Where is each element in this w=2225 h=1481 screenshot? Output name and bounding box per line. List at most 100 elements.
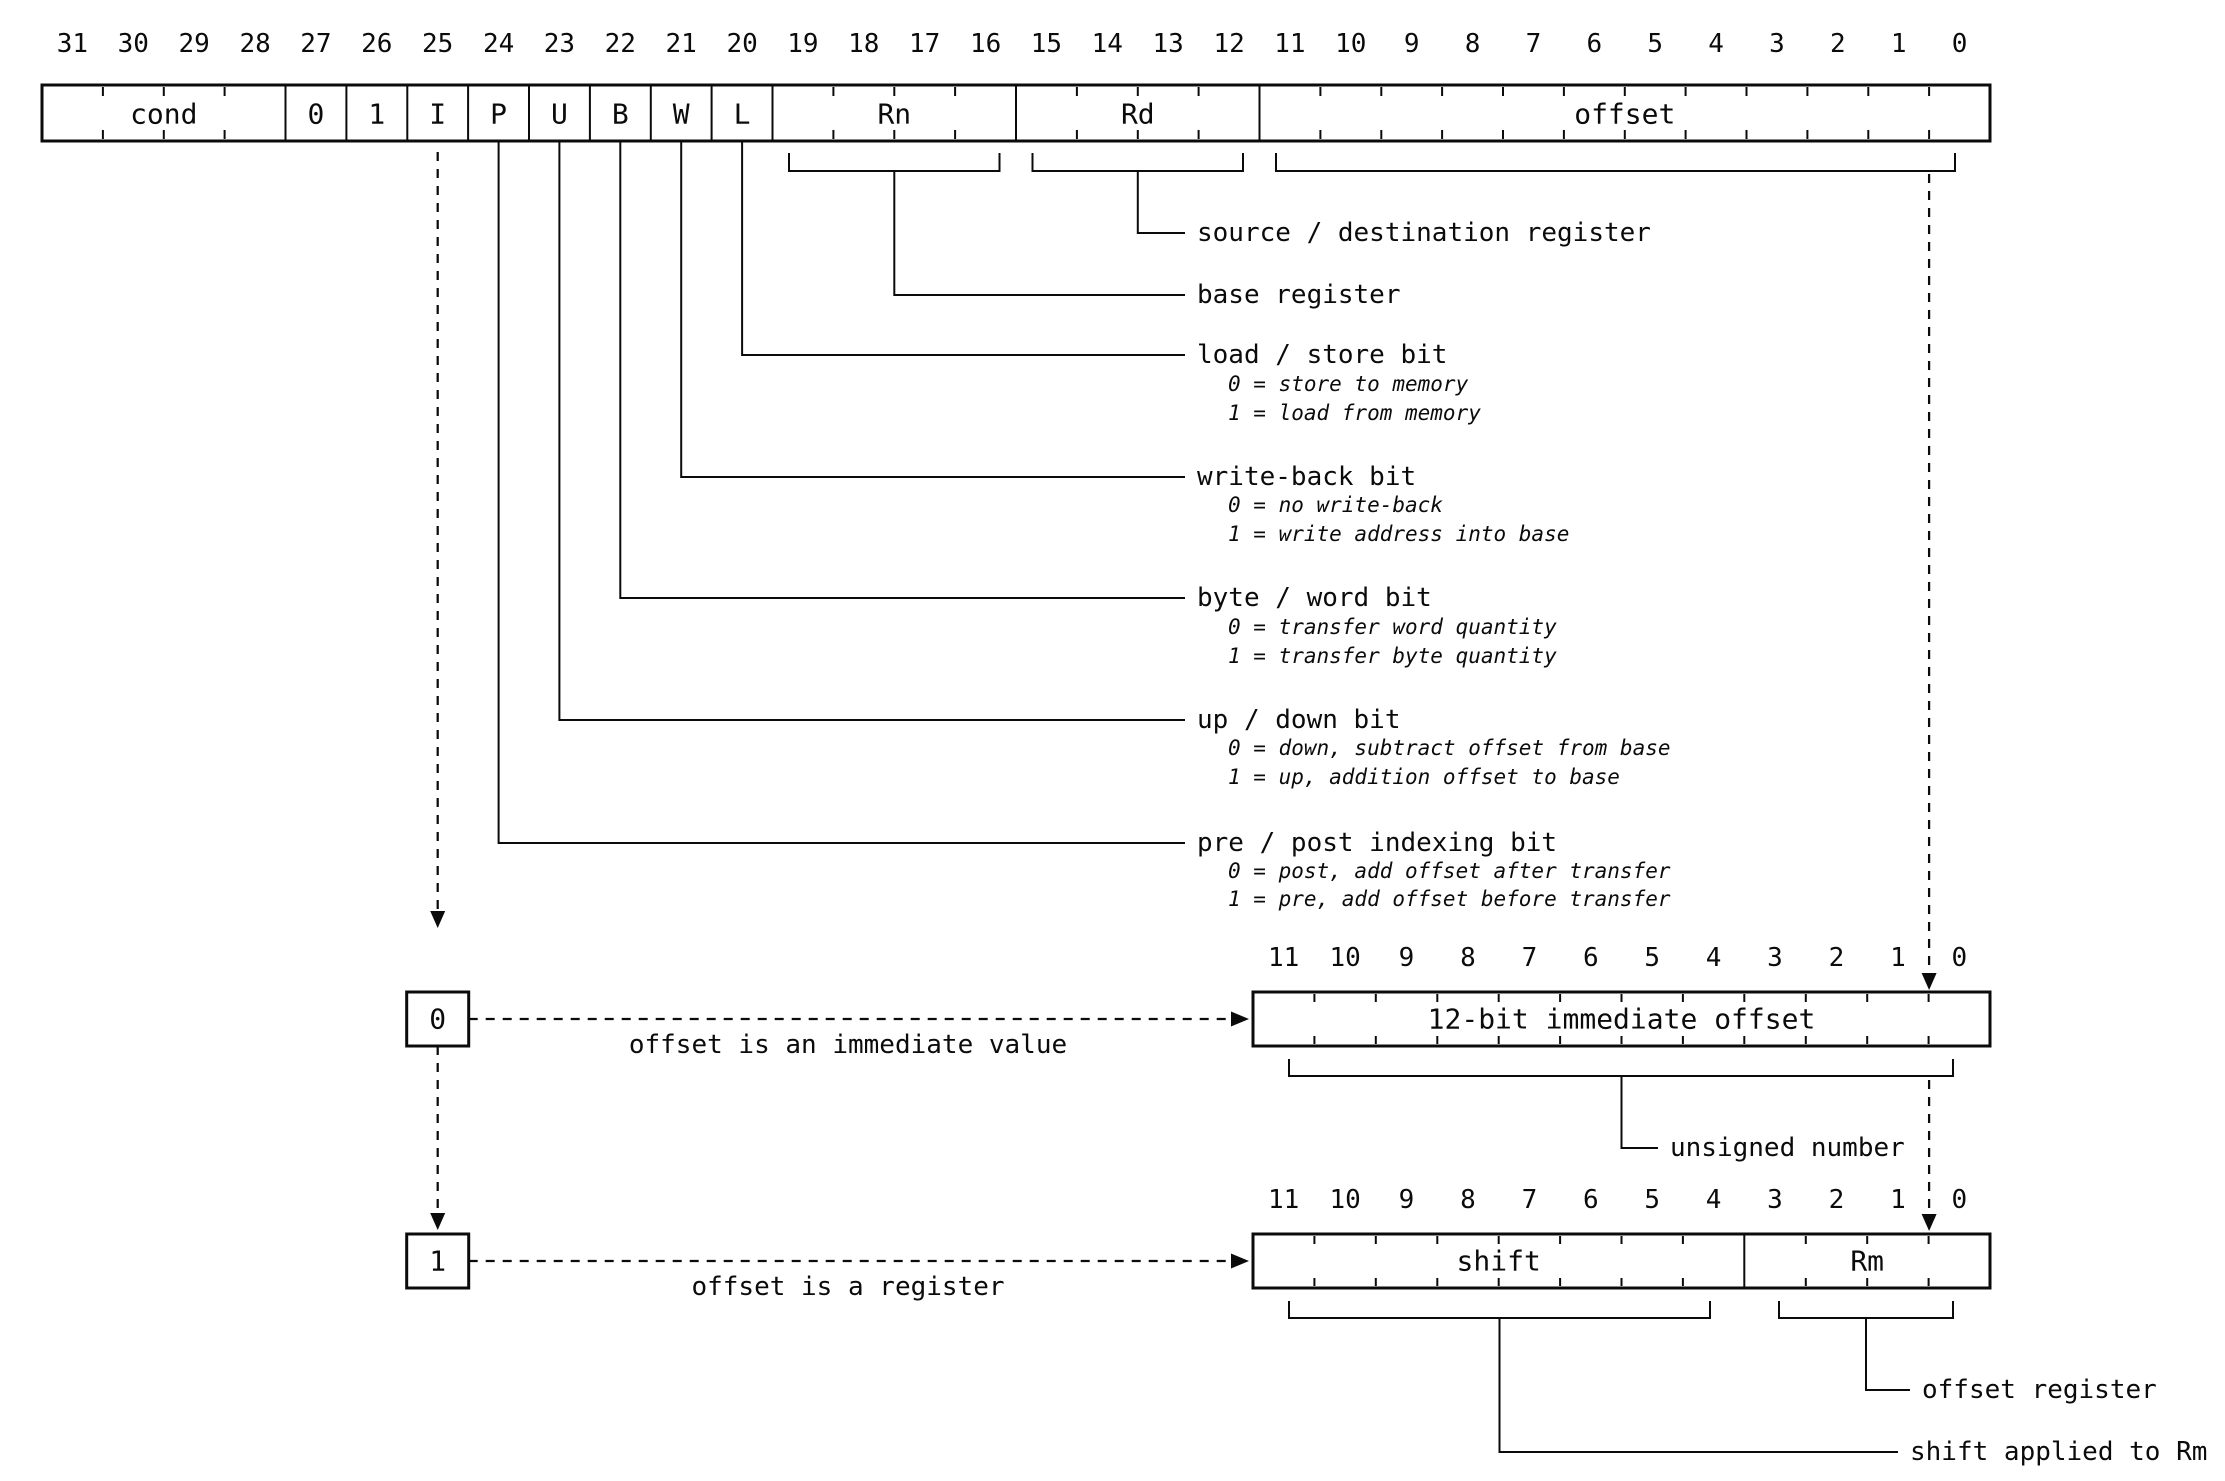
field-p-bit: P xyxy=(490,98,507,131)
u-option-0: 0 = down, subtract offset from base xyxy=(1228,736,1671,760)
top-bit-number: 25 xyxy=(422,29,453,59)
b-annotation-label: byte / word bit xyxy=(1197,583,1432,613)
top-bit-number: 2 xyxy=(1830,29,1846,59)
top-bit-number: 4 xyxy=(1708,29,1724,59)
l-option-1: 1 = load from memory xyxy=(1228,401,1481,425)
selector-1-value: 1 xyxy=(429,1245,446,1278)
field-i-bit: I xyxy=(429,98,446,131)
field-separators xyxy=(284,85,1261,141)
reg-bit-number: 8 xyxy=(1460,1185,1476,1215)
top-bit-number: 17 xyxy=(909,29,940,59)
rd-annotation-label: source / destination register xyxy=(1197,218,1651,248)
top-bit-number: 11 xyxy=(1274,29,1305,59)
u-option-1: 1 = up, addition offset to base xyxy=(1228,765,1620,789)
shift-annotation-label: shift applied to Rm xyxy=(1910,1437,2207,1467)
field-l-bit: L xyxy=(734,98,751,131)
top-bit-number: 1 xyxy=(1891,29,1907,59)
right-arrow-icon xyxy=(1231,1253,1249,1269)
rn-annotation-line xyxy=(893,171,1185,296)
b-option-0: 0 = transfer word quantity xyxy=(1228,615,1557,639)
field-rn: Rn xyxy=(877,98,911,131)
rm-field-label: Rm xyxy=(1850,1245,1884,1278)
immediate-bit-ticks xyxy=(1313,994,1930,1044)
top-bit-number: 6 xyxy=(1586,29,1602,59)
top-bit-number: 9 xyxy=(1404,29,1420,59)
w-annotation-line xyxy=(680,141,1185,478)
reg-bit-number: 3 xyxy=(1767,1185,1783,1215)
l-option-0: 0 = store to memory xyxy=(1228,372,1469,396)
top-bit-number: 21 xyxy=(666,29,697,59)
reg-bit-number: 5 xyxy=(1644,1185,1660,1215)
field-b-bit: B xyxy=(612,98,629,131)
reg-bit-number: 0 xyxy=(1951,1185,1967,1215)
imm-bit-number: 2 xyxy=(1829,943,1845,973)
w-option-1: 1 = write address into base xyxy=(1228,522,1569,546)
shift-bracket xyxy=(1288,1301,1711,1319)
u-annotation-label: up / down bit xyxy=(1197,705,1401,735)
register-bit-number-row: 11 10 9 8 7 6 5 4 3 2 1 0 xyxy=(1268,1185,1967,1215)
immediate-bit-number-row: 11 10 9 8 7 6 5 4 3 2 1 0 xyxy=(1268,943,1967,973)
selector-0-value: 0 xyxy=(429,1003,446,1036)
top-bit-number: 3 xyxy=(1769,29,1785,59)
top-bit-number: 18 xyxy=(848,29,879,59)
immediate-bracket xyxy=(1288,1059,1954,1077)
register-arrow-label: offset is a register xyxy=(691,1272,1004,1302)
p-annotation-label: pre / post indexing bit xyxy=(1197,828,1557,858)
bit-ticks xyxy=(101,87,1931,139)
p-option-0: 0 = post, add offset after transfer xyxy=(1228,859,1671,883)
l-annotation-line xyxy=(741,141,1185,356)
imm-bit-number: 11 xyxy=(1268,943,1299,973)
p-annotation-line xyxy=(497,141,1185,844)
reg-bit-number: 1 xyxy=(1890,1185,1906,1215)
unsigned-number-label: unsigned number xyxy=(1670,1133,1905,1163)
field-bit27: 0 xyxy=(307,98,324,131)
field-rd: Rd xyxy=(1121,98,1155,131)
top-bit-number: 10 xyxy=(1335,29,1366,59)
top-bit-number: 20 xyxy=(726,29,757,59)
top-bit-number: 13 xyxy=(1153,29,1184,59)
top-bit-number: 30 xyxy=(118,29,149,59)
reg-bit-number: 7 xyxy=(1522,1185,1538,1215)
rm-annotation-line xyxy=(1865,1318,1910,1391)
rn-bracket xyxy=(788,153,1001,172)
reg-bit-number: 6 xyxy=(1583,1185,1599,1215)
w-annotation-label: write-back bit xyxy=(1197,462,1416,492)
down-arrow-icon xyxy=(1921,1214,1937,1231)
shift-field-label: shift xyxy=(1457,1245,1541,1278)
reg-bit-number: 11 xyxy=(1268,1185,1299,1215)
register-bit-ticks xyxy=(1313,1236,1930,1286)
b-option-1: 1 = transfer byte quantity xyxy=(1228,644,1557,668)
top-bit-number: 7 xyxy=(1526,29,1542,59)
immediate-offset-box xyxy=(1251,990,1992,1048)
reg-bit-number: 4 xyxy=(1706,1185,1722,1215)
reg-bit-number: 9 xyxy=(1399,1185,1415,1215)
rd-annotation-line xyxy=(1136,171,1185,234)
top-bit-number: 26 xyxy=(361,29,392,59)
field-w-bit: W xyxy=(673,98,690,131)
imm-bit-number: 3 xyxy=(1767,943,1783,973)
right-arrow-icon xyxy=(1231,1011,1249,1027)
rm-annotation-label: offset register xyxy=(1922,1375,2157,1405)
imm-bit-number: 1 xyxy=(1890,943,1906,973)
shift-annotation-line xyxy=(1498,1318,1898,1453)
p-option-1: 1 = pre, add offset before transfer xyxy=(1228,887,1671,911)
imm-bit-number: 8 xyxy=(1460,943,1476,973)
field-u-bit: U xyxy=(551,98,568,131)
w-option-0: 0 = no write-back xyxy=(1228,493,1443,517)
down-arrow-icon xyxy=(1921,973,1937,990)
top-bit-number: 5 xyxy=(1647,29,1663,59)
top-bit-number: 12 xyxy=(1213,29,1244,59)
field-bit26: 1 xyxy=(368,98,385,131)
unsigned-number-line xyxy=(1620,1076,1658,1149)
top-bit-number: 27 xyxy=(300,29,331,59)
top-bit-number: 28 xyxy=(239,29,270,59)
top-bit-number: 19 xyxy=(787,29,818,59)
imm-bit-number: 6 xyxy=(1583,943,1599,973)
top-bit-number: 29 xyxy=(179,29,210,59)
top-bit-number: 16 xyxy=(970,29,1001,59)
rn-annotation-label: base register xyxy=(1197,280,1401,310)
reg-bit-number: 10 xyxy=(1329,1185,1360,1215)
rm-bracket xyxy=(1778,1301,1954,1319)
reg-bit-number: 2 xyxy=(1829,1185,1845,1215)
